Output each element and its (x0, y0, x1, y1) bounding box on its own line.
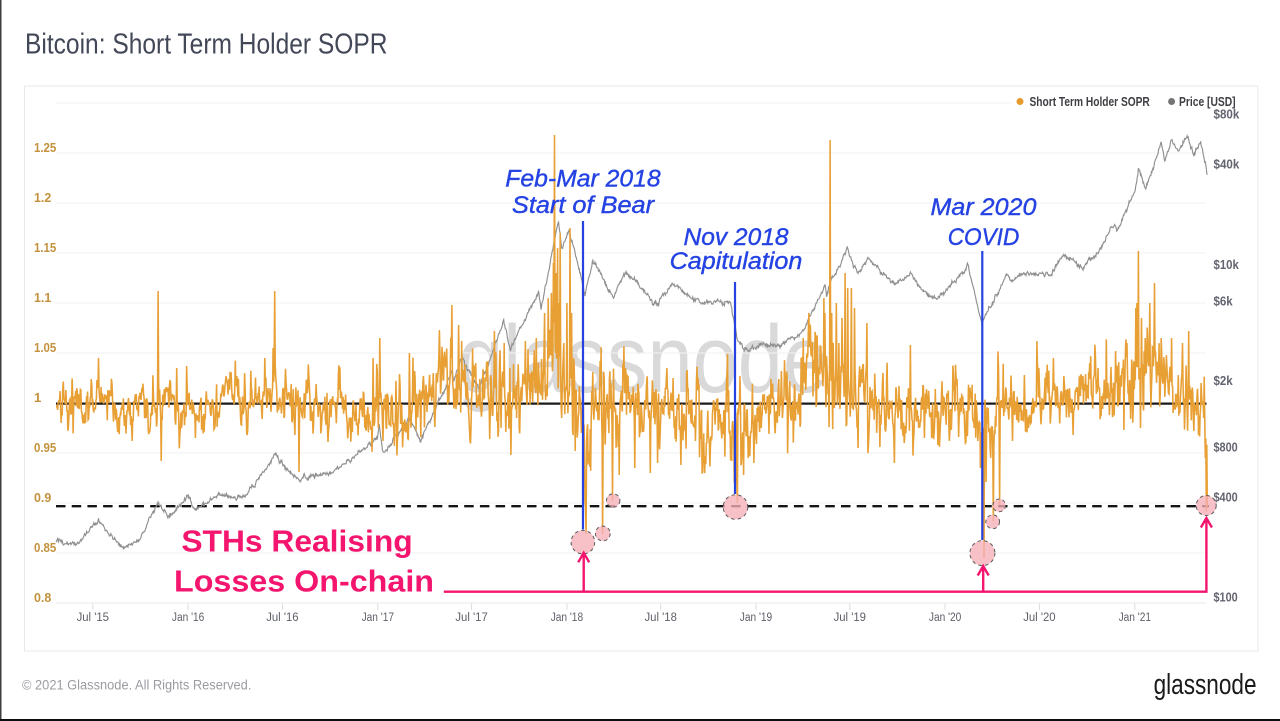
svg-text:Feb-Mar 2018: Feb-Mar 2018 (505, 166, 661, 193)
svg-text:$2k: $2k (1214, 374, 1233, 388)
svg-text:1.2: 1.2 (34, 191, 51, 205)
svg-text:Jul '20: Jul '20 (1023, 612, 1055, 624)
svg-text:1.25: 1.25 (34, 141, 56, 155)
svg-text:Jan '17: Jan '17 (362, 612, 394, 624)
svg-text:glassnode: glassnode (458, 306, 828, 413)
svg-text:Short Term Holder SOPR: Short Term Holder SOPR (1030, 95, 1150, 109)
svg-text:1.05: 1.05 (34, 341, 56, 355)
svg-text:Price [USD]: Price [USD] (1179, 95, 1236, 109)
svg-text:1: 1 (34, 391, 41, 405)
svg-text:$800: $800 (1214, 440, 1238, 454)
svg-text:Jan '16: Jan '16 (172, 612, 204, 624)
svg-text:1.1: 1.1 (34, 291, 51, 305)
svg-text:Start of Bear: Start of Bear (512, 192, 655, 219)
svg-text:Mar 2020: Mar 2020 (931, 194, 1037, 221)
svg-text:$400: $400 (1214, 490, 1238, 504)
svg-text:0.9: 0.9 (34, 491, 51, 505)
svg-text:COVID: COVID (948, 224, 1020, 251)
svg-text:STHs Realising: STHs Realising (181, 523, 412, 558)
svg-text:$10k: $10k (1214, 258, 1239, 272)
svg-text:Jan '20: Jan '20 (929, 612, 961, 624)
svg-text:Jan '21: Jan '21 (1119, 612, 1151, 624)
svg-text:Jul '17: Jul '17 (455, 612, 487, 624)
svg-text:0.85: 0.85 (34, 541, 56, 555)
svg-text:Jul '15: Jul '15 (77, 612, 109, 624)
svg-text:Losses On-chain: Losses On-chain (174, 563, 434, 598)
svg-text:$80k: $80k (1214, 108, 1240, 122)
svg-text:0.95: 0.95 (34, 441, 56, 455)
svg-text:Nov 2018: Nov 2018 (684, 224, 789, 251)
svg-text:Jul '16: Jul '16 (266, 612, 298, 624)
svg-text:Jul '19: Jul '19 (834, 612, 866, 624)
svg-text:$40k: $40k (1214, 158, 1240, 172)
svg-text:© 2021 Glassnode. All Rights R: © 2021 Glassnode. All Rights Reserved. (22, 677, 251, 692)
svg-text:0.8: 0.8 (34, 591, 51, 605)
svg-text:Jan '18: Jan '18 (551, 612, 583, 624)
svg-text:$100: $100 (1214, 591, 1238, 605)
svg-text:glassnode: glassnode (1154, 669, 1257, 701)
svg-text:$6k: $6k (1214, 295, 1233, 309)
svg-text:Jan '19: Jan '19 (740, 612, 772, 624)
svg-text:Jul '18: Jul '18 (645, 612, 677, 624)
svg-text:1.15: 1.15 (34, 241, 56, 255)
svg-text:Bitcoin: Short Term Holder SOP: Bitcoin: Short Term Holder SOPR (25, 28, 388, 60)
svg-text:Capitulation: Capitulation (670, 248, 803, 275)
